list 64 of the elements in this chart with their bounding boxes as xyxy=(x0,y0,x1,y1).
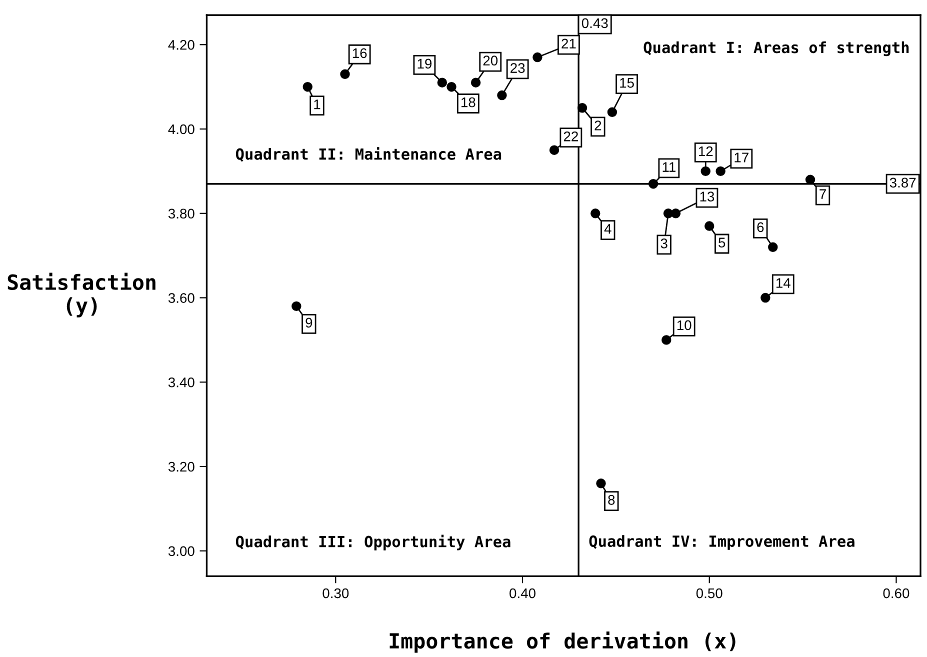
point xyxy=(292,301,302,312)
point xyxy=(596,478,606,488)
annotation: 9 xyxy=(306,318,312,328)
annotation: 10 xyxy=(677,320,692,330)
annotation: 14 xyxy=(776,278,790,288)
annotation: 5 xyxy=(718,238,726,248)
y-tick-label: 3.60 xyxy=(168,293,194,303)
point xyxy=(532,52,542,62)
point xyxy=(470,78,481,88)
annotation: 21 xyxy=(562,38,576,48)
point xyxy=(497,90,507,100)
point xyxy=(549,145,560,155)
point xyxy=(805,174,816,184)
annotation: 6 xyxy=(757,222,764,232)
annotation: 1 xyxy=(314,100,320,110)
point xyxy=(662,335,672,345)
annotation: Quadrant II: Maintenance Area xyxy=(236,147,502,162)
annotation: 13 xyxy=(700,192,714,202)
annotation: 23 xyxy=(510,63,525,73)
point xyxy=(590,208,600,218)
point xyxy=(716,166,726,176)
y-tick-label: 3.20 xyxy=(168,462,194,472)
annotation: 12 xyxy=(698,146,713,156)
y-tick-label: 3.80 xyxy=(168,208,194,219)
annotation: 16 xyxy=(352,48,367,58)
point xyxy=(446,82,456,92)
y-tick-label: 4.00 xyxy=(168,124,194,134)
point xyxy=(607,107,618,117)
annotation: 8 xyxy=(608,494,615,505)
annotation: 20 xyxy=(483,56,498,66)
annotation: 17 xyxy=(734,152,748,162)
point xyxy=(670,208,681,218)
point xyxy=(577,103,588,113)
annotation: 4 xyxy=(604,224,612,234)
x-tick-label: 0.50 xyxy=(696,588,722,598)
annotation: 18 xyxy=(462,97,476,108)
x-tick-label: 0.60 xyxy=(883,588,910,598)
point xyxy=(302,82,312,92)
annotation: Quadrant III: Opportunity Area xyxy=(236,534,510,550)
annotation: 3 xyxy=(660,238,668,248)
annotation: 11 xyxy=(662,162,676,172)
y-tick-label: 4.20 xyxy=(168,40,194,50)
annotation: Quadrant IV: Improvement Area xyxy=(589,535,854,550)
point xyxy=(704,221,714,231)
annotation: 19 xyxy=(418,58,432,69)
x-tick-label: 0.40 xyxy=(510,588,536,598)
annotation: Quadrant I: Areas of strength xyxy=(644,41,909,56)
point xyxy=(648,178,658,189)
point xyxy=(700,166,710,176)
point xyxy=(437,78,448,88)
annotation: 15 xyxy=(620,78,634,88)
point xyxy=(760,292,770,303)
y-tick-label: 3.40 xyxy=(168,377,194,388)
ref-line-label: 3.87 xyxy=(890,178,916,188)
annotation: 2 xyxy=(594,120,602,130)
ref-line-label: 0.43 xyxy=(582,18,608,28)
point xyxy=(340,69,350,80)
y-tick-label: 3.00 xyxy=(168,546,194,556)
annotation: 7 xyxy=(820,189,826,199)
y-axis-title: Satisfaction (y) xyxy=(8,272,156,318)
x-tick-label: 0.30 xyxy=(322,588,349,598)
x-axis-title: Importance of derivation (x) xyxy=(390,631,736,653)
point xyxy=(768,242,778,252)
annotation: 22 xyxy=(564,132,578,142)
